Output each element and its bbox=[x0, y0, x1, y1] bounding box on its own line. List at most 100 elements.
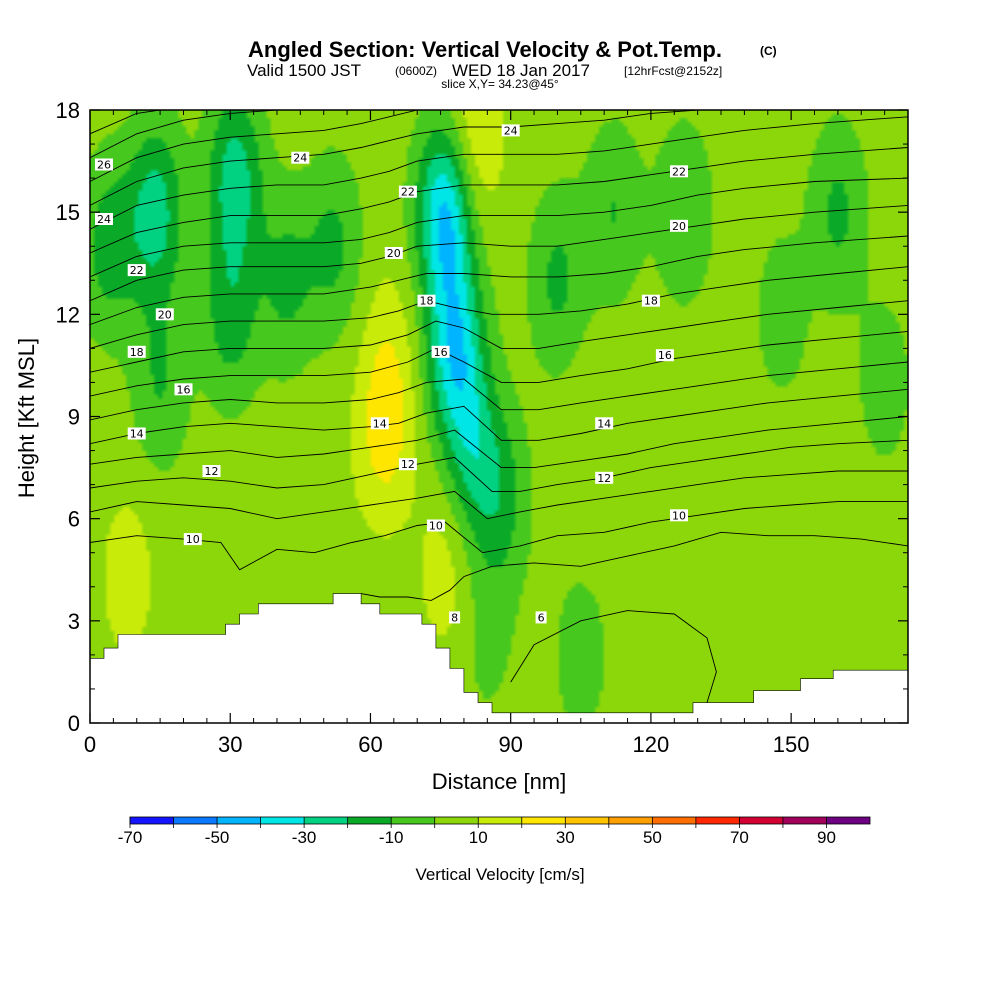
colorbar-swatch bbox=[347, 817, 392, 824]
pot-temp-contour-line bbox=[90, 266, 908, 349]
contour-label-box bbox=[655, 349, 674, 362]
pot-temp-contour-line bbox=[361, 531, 908, 601]
colorbar-swatch bbox=[782, 817, 827, 824]
colorbar-swatch bbox=[565, 817, 609, 824]
contour-label: 8 bbox=[451, 611, 458, 624]
colorbar-title: Vertical Velocity [cm/s] bbox=[415, 865, 584, 884]
contour-label: 24 bbox=[97, 213, 111, 226]
colorbar-swatch bbox=[391, 817, 435, 824]
contour-label-box bbox=[127, 264, 146, 277]
contour-label-box bbox=[398, 185, 417, 198]
contour-label: 14 bbox=[597, 417, 611, 430]
valid-utc: (0600Z) bbox=[395, 64, 437, 78]
colorbar-tick-label: -30 bbox=[292, 828, 317, 847]
colorbar-swatch bbox=[608, 817, 653, 824]
contour-label-box bbox=[501, 124, 520, 137]
colorbar-swatch bbox=[173, 817, 218, 824]
contour-label-box bbox=[370, 417, 389, 430]
contour-label: 10 bbox=[672, 509, 686, 522]
contour-label-box bbox=[127, 345, 146, 358]
colorbar-tick-label: 10 bbox=[469, 828, 488, 847]
contour-label-box bbox=[183, 533, 202, 546]
contour-label-box bbox=[155, 308, 174, 321]
contour-label-box bbox=[449, 611, 461, 624]
contour-label-box bbox=[127, 427, 146, 440]
contour-label: 16 bbox=[177, 383, 191, 396]
colorbar-swatch bbox=[217, 817, 261, 824]
contour-label: 14 bbox=[373, 417, 387, 430]
x-tick-label: 120 bbox=[633, 732, 670, 757]
contour-label-box bbox=[384, 247, 403, 259]
colorbar-tick-label: -70 bbox=[118, 828, 143, 847]
pot-temp-contour-line bbox=[510, 610, 717, 703]
contour-label-box bbox=[426, 519, 445, 532]
chart-title-unit: (C) bbox=[760, 44, 777, 58]
chart-title: Angled Section: Vertical Velocity & Pot.… bbox=[248, 37, 722, 62]
x-tick-label: 30 bbox=[218, 732, 242, 757]
y-tick-label: 12 bbox=[56, 302, 80, 327]
contour-label-box bbox=[595, 471, 614, 484]
contour-label: 22 bbox=[401, 186, 415, 199]
pot-temp-contour-line bbox=[90, 300, 908, 373]
axis-ticks: 0 30 60 90 120 150 0 3 6 9 12 15 18 bbox=[56, 98, 908, 757]
velocity-heatmap bbox=[90, 110, 908, 723]
contour-label: 22 bbox=[130, 264, 144, 277]
contour-label: 26 bbox=[97, 159, 111, 172]
contour-label: 22 bbox=[672, 165, 686, 178]
contour-label: 12 bbox=[401, 458, 415, 471]
y-tick-label: 15 bbox=[56, 200, 80, 225]
colorbar-swatch bbox=[826, 817, 870, 824]
pot-temp-contour-line bbox=[90, 110, 278, 159]
colorbar-swatch bbox=[478, 817, 522, 824]
pot-temp-contour-line bbox=[90, 147, 908, 254]
y-axis-label: Height [Kft MSL] bbox=[14, 338, 39, 498]
contour-label-box bbox=[398, 458, 417, 471]
valid-fcst: [12hrFcst@2152z] bbox=[624, 64, 722, 78]
contour-label: 20 bbox=[387, 247, 401, 260]
contour-label: 24 bbox=[504, 124, 518, 137]
contour-label: 12 bbox=[205, 465, 219, 478]
contour-label-box bbox=[670, 509, 688, 522]
contour-label: 10 bbox=[429, 520, 443, 533]
colorbar-swatch bbox=[652, 817, 696, 824]
terrain-mask bbox=[90, 593, 908, 723]
contour-label-box bbox=[641, 294, 660, 307]
pot-temp-contour-line bbox=[90, 330, 908, 397]
pot-temp-contour-line bbox=[90, 177, 908, 278]
pot-temp-contour-line bbox=[90, 235, 908, 326]
contour-label: 18 bbox=[644, 295, 658, 308]
colorbar-tick-label: -50 bbox=[205, 828, 230, 847]
contour-label-box bbox=[417, 294, 436, 307]
colorbar-swatch bbox=[521, 817, 566, 824]
pot-temp-contour-line bbox=[90, 439, 908, 492]
contour-label-box bbox=[670, 219, 688, 232]
contour-label: 6 bbox=[538, 611, 545, 624]
pot-temp-contour-line bbox=[90, 416, 908, 469]
colorbar-swatch bbox=[130, 817, 174, 824]
slice-label: slice X,Y= 34.23@45° bbox=[441, 77, 559, 91]
contour-label: 18 bbox=[130, 346, 144, 359]
contour-label-box bbox=[95, 158, 113, 171]
x-tick-label: 60 bbox=[358, 732, 382, 757]
x-axis-label: Distance [nm] bbox=[432, 769, 567, 794]
contour-label: 20 bbox=[158, 308, 172, 321]
y-tick-label: 18 bbox=[56, 98, 80, 123]
contour-label-box bbox=[431, 345, 450, 358]
pot-temp-contour-labels: 6 8 10 10 10 12 12 12 14 14 14 16 16 16 18 18 18 20 20 20 22… bbox=[95, 124, 688, 624]
pot-temp-contour-line bbox=[90, 361, 908, 421]
pot-temp-contour-line bbox=[90, 110, 418, 182]
contour-label: 14 bbox=[130, 428, 144, 441]
contour-label-box bbox=[595, 417, 614, 430]
valid-prefix: Valid 1500 JST bbox=[247, 61, 361, 80]
colorbar-swatch bbox=[260, 817, 305, 824]
y-tick-label: 9 bbox=[68, 405, 80, 430]
colorbar-swatch bbox=[739, 817, 783, 824]
contour-label: 16 bbox=[434, 346, 448, 359]
contour-label-box bbox=[202, 465, 221, 477]
colorbar-tick-label: 70 bbox=[730, 828, 749, 847]
valid-date: WED 18 Jan 2017 bbox=[452, 61, 590, 80]
colorbar-tick-label: 50 bbox=[643, 828, 662, 847]
colorbar-tick-label: 30 bbox=[556, 828, 575, 847]
colorbar: -70 -50 -30 -10 10 30 50 70 90 bbox=[118, 816, 871, 847]
